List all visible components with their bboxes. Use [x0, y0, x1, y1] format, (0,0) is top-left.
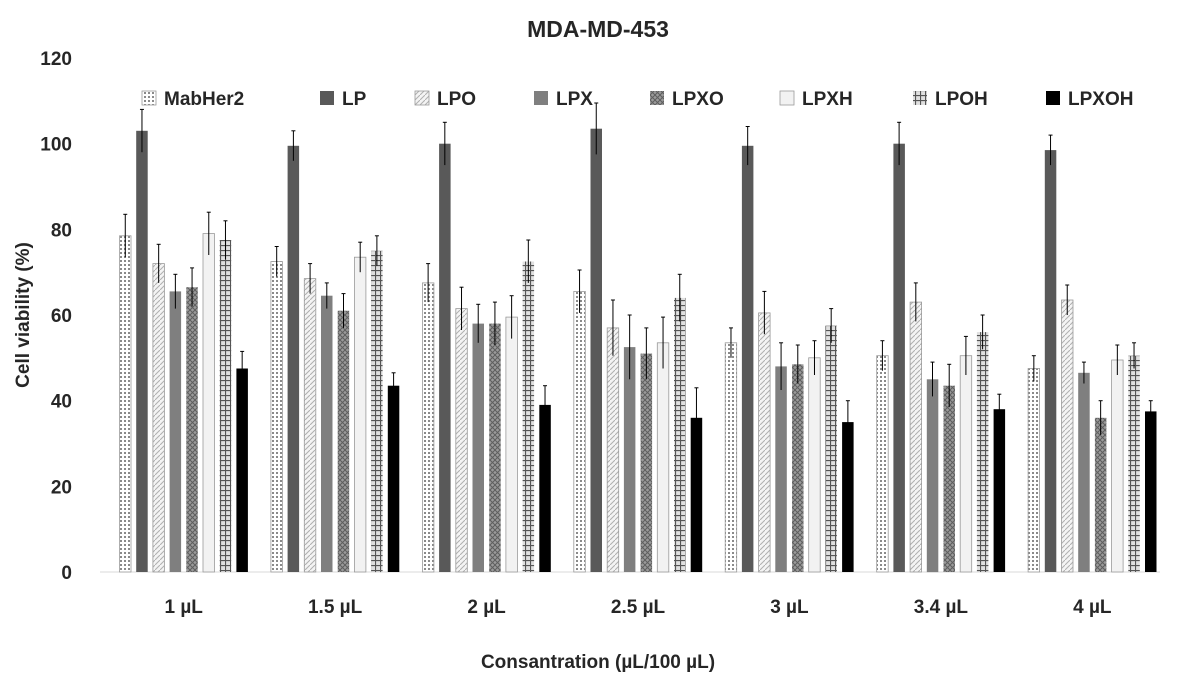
legend-swatch-lpx	[534, 91, 548, 105]
bar-lpoh-3	[522, 261, 535, 572]
y-axis-label: Cell viability (%)	[13, 242, 34, 388]
y-tick-label: 40	[51, 392, 72, 413]
bar-lp-7	[1044, 150, 1057, 572]
bar-lpo-2	[303, 278, 317, 573]
bar-mabher2-6	[876, 355, 889, 573]
bar-lpoh-6	[976, 332, 989, 572]
bar-lpo-3	[455, 308, 468, 573]
x-tick-label: 1.5 µL	[308, 597, 363, 618]
legend-label-lpxh: LPXH	[802, 89, 853, 110]
bar-lpoh-2	[371, 250, 383, 573]
bar-mabher2-4	[573, 290, 586, 573]
bar-lpoh-7	[1128, 355, 1140, 572]
bar-lpxoh-5	[842, 422, 854, 572]
bar-lpxo-2	[337, 310, 350, 572]
bar-lpxh-6	[959, 355, 973, 573]
bar-lpx-1	[169, 291, 182, 572]
bar-lpoh-5	[825, 325, 837, 572]
bar-lpxoh-3	[539, 404, 551, 572]
bar-lpxh-4	[656, 342, 670, 573]
legend-swatch-lpxo	[650, 91, 664, 105]
bar-lp-6	[893, 143, 905, 572]
bar-lpo-4	[606, 327, 620, 573]
legend: MabHer2 LP LPO LPX LPXO LPXH LPOH LPXOH	[141, 89, 1133, 110]
x-tick-label: 3.4 µL	[914, 597, 969, 618]
bar-lpxo-1	[186, 287, 198, 572]
bar-lpo-5	[758, 312, 771, 573]
bar-series-group	[119, 102, 1157, 573]
bar-lpxo-3	[489, 323, 501, 572]
bar-lpxo-6	[943, 385, 955, 572]
bar-mabher2-2	[270, 261, 283, 573]
bar-mabher2-5	[724, 342, 738, 573]
y-tick-label: 100	[40, 135, 72, 156]
bar-mabher2-3	[421, 282, 435, 573]
legend-swatch-lp	[320, 91, 334, 105]
bar-mabher2-1	[119, 235, 132, 573]
bar-lpo-6	[909, 301, 922, 573]
bar-lp-1	[136, 130, 148, 573]
bar-lpo-7	[1061, 299, 1074, 573]
y-tick-label: 80	[51, 220, 72, 241]
bar-lpo-1	[152, 263, 165, 573]
legend-label-lpoh: LPOH	[935, 89, 988, 110]
y-axis-ticks: 0 20 40 60 80 100 120	[40, 49, 72, 584]
bar-lpoh-1	[219, 240, 232, 572]
x-tick-label: 2.5 µL	[611, 597, 666, 618]
legend-swatch-lpxh	[779, 90, 795, 106]
bar-lp-3	[439, 143, 451, 572]
bar-lpxo-4	[640, 353, 653, 572]
bar-lp-2	[287, 145, 300, 573]
bar-lpxo-5	[792, 364, 804, 572]
legend-label-lp: LP	[342, 89, 367, 110]
bar-lpxoh-1	[236, 368, 248, 572]
legend-label-mabher2: MabHer2	[164, 89, 244, 110]
bar-lpx-3	[472, 323, 484, 572]
bar-lp-5	[741, 145, 754, 573]
legend-label-lpxo: LPXO	[672, 89, 724, 110]
bar-lpxh-2	[353, 256, 367, 573]
bar-lpxoh-6	[993, 409, 1006, 572]
bar-lpx-4	[623, 347, 636, 572]
bar-lpx-2	[321, 295, 333, 572]
y-tick-label: 20	[51, 477, 72, 498]
x-tick-label: 2 µL	[467, 597, 506, 618]
bar-lpxh-5	[808, 357, 821, 573]
bar-lpxoh-4	[690, 417, 703, 572]
bar-lpx-7	[1078, 372, 1090, 572]
bar-lpxoh-7	[1145, 411, 1157, 572]
x-tick-label: 1 µL	[164, 597, 203, 618]
y-tick-label: 0	[61, 563, 72, 584]
y-tick-label: 60	[51, 306, 72, 327]
bar-lpxo-7	[1094, 417, 1107, 572]
legend-swatch-lpoh	[913, 91, 927, 105]
bar-mabher2-7	[1027, 368, 1040, 573]
legend-label-lpx: LPX	[556, 89, 593, 110]
bar-lp-4	[590, 128, 602, 572]
bar-lpx-5	[775, 366, 787, 572]
x-axis-ticks: 1 µL 1.5 µL 2 µL 2.5 µL 3 µL 3.4 µL 4 µL	[164, 597, 1111, 618]
bar-lpx-6	[926, 379, 939, 573]
bar-lpoh-4	[674, 297, 686, 572]
x-tick-label: 4 µL	[1073, 597, 1112, 618]
legend-swatch-lpo	[414, 90, 430, 106]
bar-lpxh-3	[505, 316, 518, 573]
legend-swatch-lpxoh	[1046, 91, 1060, 105]
bar-lpxh-1	[202, 233, 215, 573]
y-tick-label: 120	[40, 49, 72, 70]
legend-label-lpxoh: LPXOH	[1068, 89, 1133, 110]
x-axis-label: Consantration (µL/100 µL)	[481, 652, 715, 673]
bar-lpxoh-2	[387, 385, 400, 572]
bar-lpxh-7	[1111, 359, 1124, 573]
legend-swatch-mabher2	[141, 90, 157, 106]
chart-title: MDA-MD-453	[527, 16, 669, 42]
legend-label-lpo: LPO	[437, 89, 476, 110]
x-tick-label: 3 µL	[770, 597, 809, 618]
